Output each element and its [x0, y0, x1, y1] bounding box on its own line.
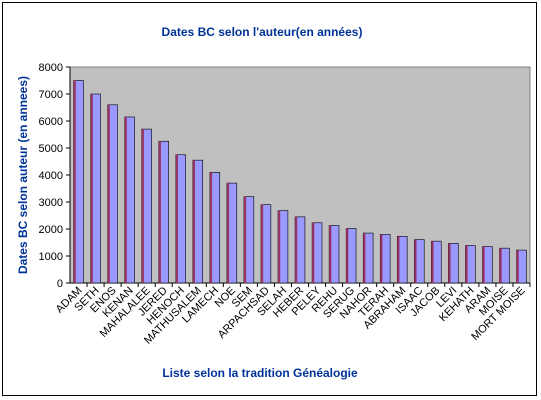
- bar-shade: [158, 141, 161, 283]
- y-tick-label: 6000: [39, 116, 63, 128]
- bar-shade: [295, 216, 298, 283]
- bar-shade: [448, 243, 451, 283]
- bar-shade: [465, 245, 468, 283]
- bar-shade: [312, 222, 315, 283]
- bar-shade: [73, 80, 76, 283]
- bar-shade: [209, 172, 213, 283]
- bar-shade: [346, 228, 349, 283]
- bar-shade: [243, 196, 247, 283]
- y-tick-label: 5000: [39, 143, 63, 155]
- y-tick-label: 0: [57, 278, 63, 290]
- y-tick-label: 4000: [39, 170, 63, 182]
- bar-shade: [192, 160, 196, 283]
- bar-shade: [141, 129, 144, 283]
- bar-shade: [107, 104, 110, 283]
- bar-shade: [380, 234, 383, 283]
- bar-shade: [90, 94, 93, 283]
- bar-shade: [260, 204, 264, 283]
- chart-title: Dates BC selon l'auteur(en années): [162, 25, 363, 39]
- y-tick-label: 2000: [39, 224, 63, 236]
- bar-shade: [175, 154, 178, 283]
- bar-shade: [397, 236, 400, 283]
- bar-shade: [329, 225, 332, 283]
- bar-shade: [499, 248, 502, 283]
- bar-shade: [414, 239, 417, 283]
- bar-shade: [431, 241, 434, 283]
- y-tick-label: 1000: [39, 251, 63, 263]
- y-tick-label: 8000: [39, 62, 63, 74]
- bar-shade: [482, 246, 485, 283]
- bar-shade: [363, 233, 366, 283]
- bar-shade: [226, 183, 230, 283]
- bar-shade: [278, 210, 281, 283]
- y-tick-label: 3000: [39, 197, 63, 209]
- bar-shade: [124, 116, 127, 283]
- y-tick-label: 7000: [39, 89, 63, 101]
- bar-shade: [516, 250, 519, 283]
- x-axis-title: Liste selon la tradition Généalogie: [162, 366, 358, 380]
- y-axis-title: Dates BC selon auteur (en annees): [16, 76, 30, 274]
